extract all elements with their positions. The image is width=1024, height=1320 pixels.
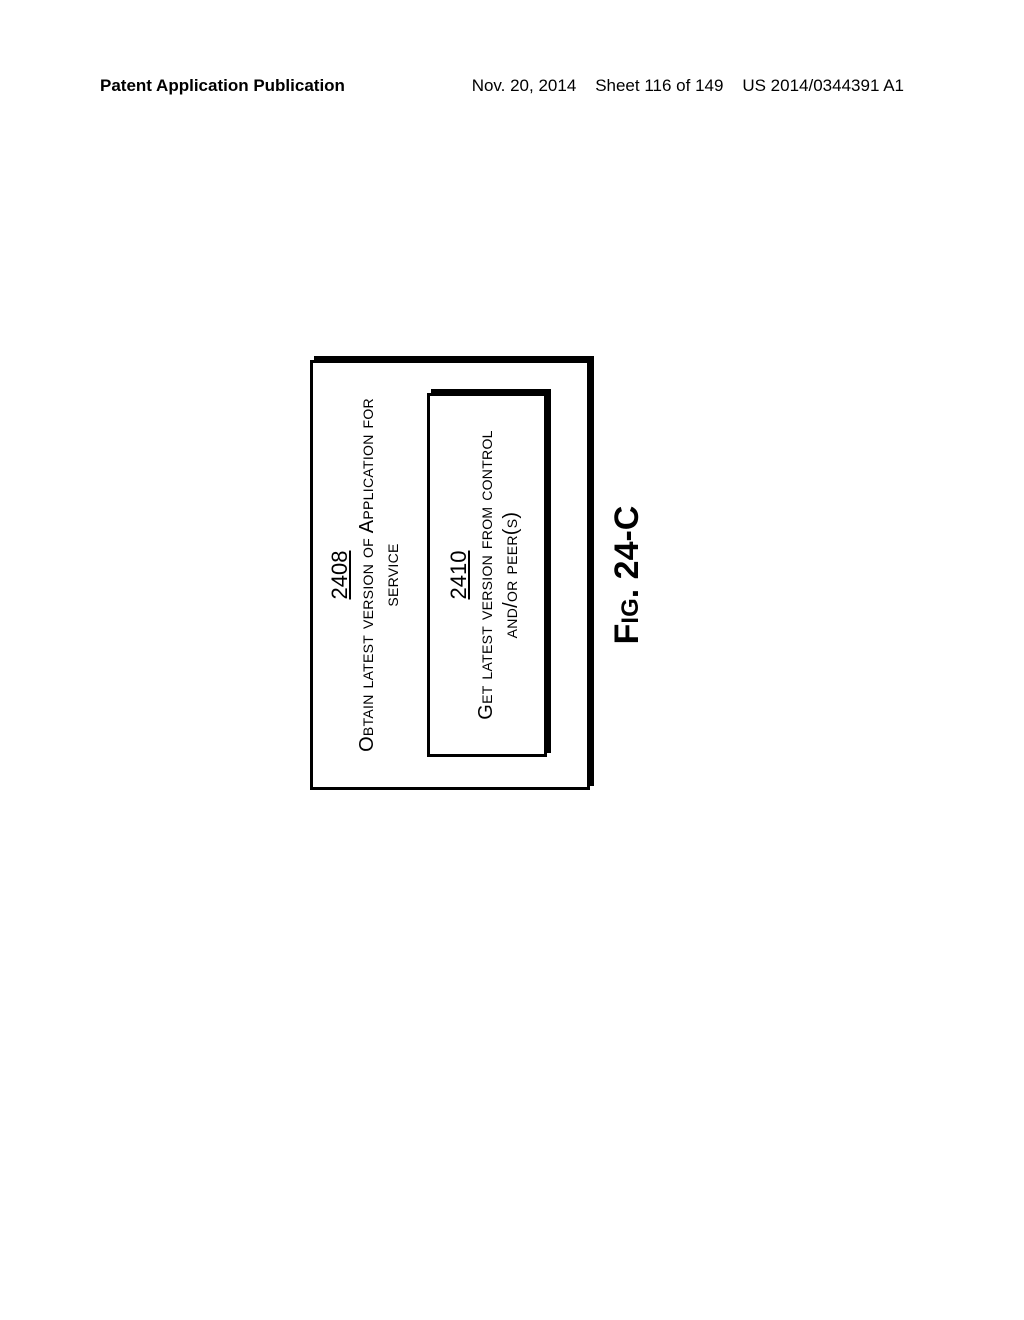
inner-step-title: Get latest version from control and/or p…	[474, 416, 524, 734]
inner-step-box: 2410 Get latest version from control and…	[427, 393, 547, 757]
header-left: Patent Application Publication	[100, 76, 345, 96]
figure-area: 2408 Obtain latest version of Applicatio…	[235, 435, 665, 715]
outer-step-ref: 2408	[327, 393, 353, 757]
header-sheet: Sheet 116 of 149	[595, 76, 723, 95]
outer-title-line1: Obtain latest version of Application for	[356, 398, 378, 752]
fig-word: Fig.	[608, 589, 646, 645]
inner-title-line2: and/or peer(s)	[500, 512, 522, 639]
header-right: Nov. 20, 2014 Sheet 116 of 149 US 2014/0…	[472, 76, 904, 96]
fig-number: 24-C	[608, 506, 646, 580]
figure-caption: Fig. 24-C	[608, 363, 647, 787]
outer-step-box: 2408 Obtain latest version of Applicatio…	[310, 360, 590, 790]
page-header: Patent Application Publication Nov. 20, …	[0, 76, 1024, 96]
header-pubno: US 2014/0344391 A1	[742, 76, 904, 95]
inner-step-ref: 2410	[446, 416, 472, 734]
outer-step-title: Obtain latest version of Application for…	[355, 393, 405, 757]
outer-title-line2: service	[381, 543, 403, 606]
header-date: Nov. 20, 2014	[472, 76, 577, 95]
inner-title-line1: Get latest version from control	[475, 430, 497, 720]
